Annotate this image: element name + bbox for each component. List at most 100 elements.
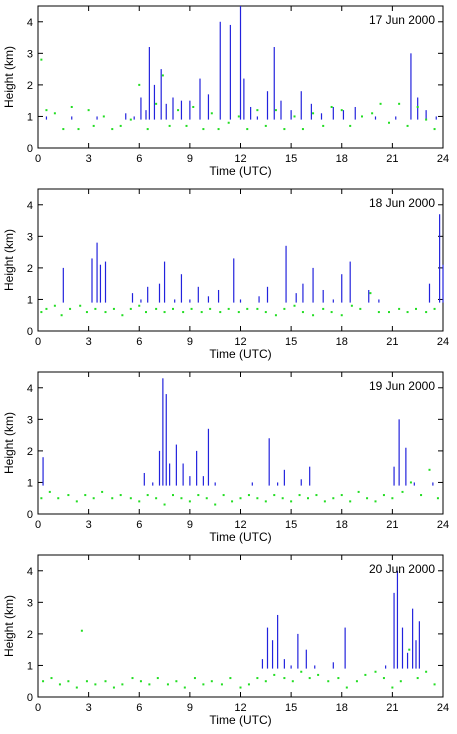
series-blue (45, 6, 437, 120)
data-point (227, 307, 230, 310)
data-point (188, 500, 191, 503)
panel-date-label: 19 Jun 2000 (369, 379, 435, 393)
data-point (246, 128, 249, 131)
data-point (129, 497, 132, 500)
x-tick-label: 9 (187, 519, 193, 531)
data-point (312, 314, 315, 317)
data-point (92, 497, 95, 500)
data-point (239, 686, 242, 689)
data-point (40, 58, 43, 61)
data-point (340, 314, 343, 317)
data-point (366, 497, 369, 500)
x-axis-label: Time (UTC) (209, 713, 271, 727)
data-point (409, 481, 412, 484)
data-point (283, 677, 286, 680)
data-point (374, 670, 377, 673)
data-point (291, 680, 294, 683)
data-point (246, 307, 249, 310)
data-point (119, 494, 122, 497)
data-point (210, 680, 213, 683)
data-point (222, 494, 225, 497)
data-point (239, 497, 242, 500)
data-point (197, 494, 200, 497)
data-point (398, 102, 401, 105)
data-point (210, 112, 213, 115)
data-point (273, 673, 276, 676)
data-point (330, 311, 333, 314)
data-point (349, 500, 352, 503)
data-point (172, 307, 174, 310)
data-point (48, 490, 51, 493)
data-point (391, 686, 394, 689)
data-point (330, 105, 333, 108)
data-point (163, 311, 166, 314)
data-point (379, 102, 382, 105)
data-point (256, 109, 259, 112)
data-point (85, 680, 88, 683)
x-tick-label: 18 (336, 702, 348, 714)
data-point (399, 680, 402, 683)
data-point (247, 494, 250, 497)
y-axis-label: Height (km) (2, 46, 16, 108)
data-point (202, 683, 205, 686)
data-point (202, 128, 205, 131)
x-tick-label: 12 (234, 153, 246, 165)
x-tick-label: 3 (86, 153, 92, 165)
y-tick-label: 0 (27, 143, 33, 155)
data-point (323, 500, 326, 503)
data-point (391, 497, 394, 500)
x-tick-label: 18 (336, 336, 348, 348)
y-tick-label: 3 (27, 597, 33, 609)
x-tick-label: 24 (437, 153, 449, 165)
data-point (45, 307, 48, 310)
x-tick-label: 0 (35, 153, 41, 165)
data-point (300, 670, 303, 673)
data-point (168, 124, 171, 127)
x-tick-label: 24 (437, 336, 449, 348)
data-point (155, 307, 158, 310)
y-tick-label: 4 (27, 200, 33, 212)
data-point (227, 121, 230, 124)
data-point (406, 124, 409, 127)
y-tick-label: 4 (27, 383, 33, 395)
x-tick-label: 24 (437, 519, 449, 531)
data-point (256, 677, 259, 680)
data-point (53, 112, 56, 115)
x-tick-label: 21 (386, 519, 398, 531)
x-tick-label: 3 (86, 702, 92, 714)
data-point (283, 307, 286, 310)
data-point (312, 112, 315, 115)
x-tick-label: 12 (234, 702, 246, 714)
data-point (416, 677, 419, 680)
data-point (374, 500, 377, 503)
data-point (317, 673, 320, 676)
data-point (345, 686, 348, 689)
data-point (104, 311, 107, 314)
data-point (155, 497, 158, 500)
data-point (332, 497, 335, 500)
y-axis-label: Height (km) (2, 595, 16, 657)
data-point (293, 304, 296, 307)
data-point (433, 307, 436, 310)
data-point (111, 128, 114, 131)
y-tick-label: 3 (27, 414, 33, 426)
y-tick-label: 0 (27, 326, 33, 338)
y-axis-label: Height (km) (2, 412, 16, 474)
data-point (102, 115, 105, 118)
data-point (214, 503, 217, 506)
x-axis-label: Time (UTC) (209, 164, 271, 178)
y-tick-label: 2 (27, 263, 33, 275)
data-point (264, 680, 267, 683)
data-point (425, 311, 428, 314)
panel-date-label: 17 Jun 2000 (369, 13, 435, 27)
data-point (273, 494, 276, 497)
data-point (337, 677, 340, 680)
data-point (121, 314, 124, 317)
data-point (131, 677, 134, 680)
data-point (231, 500, 234, 503)
x-tick-label: 15 (285, 153, 297, 165)
data-point (163, 503, 166, 506)
data-point (377, 311, 380, 314)
x-tick-label: 0 (35, 519, 41, 531)
